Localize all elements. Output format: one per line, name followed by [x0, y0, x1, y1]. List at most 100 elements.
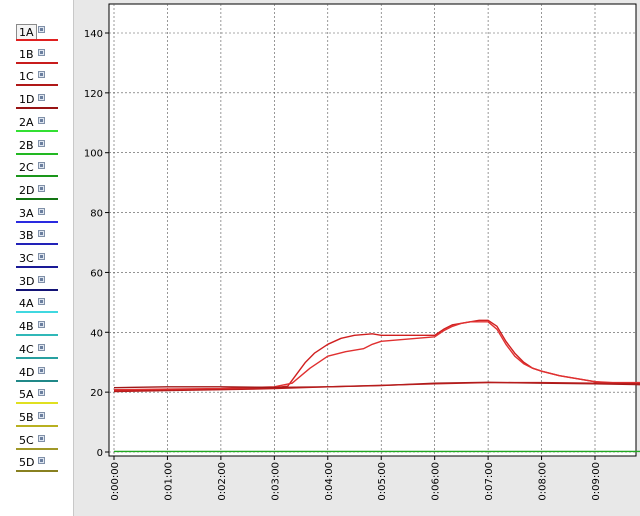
legend-color-swatch [16, 447, 58, 450]
legend-color-swatch [16, 107, 58, 110]
legend-label: 3C [19, 252, 34, 265]
legend-label: 2A [19, 115, 34, 129]
x-tick-label: 0:08:00 [538, 462, 549, 501]
legend-label: 5B [19, 410, 34, 424]
x-tick-label: 0:04:00 [324, 462, 335, 501]
legend-item-3d[interactable]: 3D [16, 272, 58, 295]
legend-color-swatch [16, 84, 58, 87]
y-tick-label: 20 [90, 388, 103, 399]
legend-color-swatch [16, 402, 58, 405]
y-tick-label: 60 [90, 268, 103, 279]
legend-toggle-icon[interactable] [38, 434, 45, 442]
legend-item-5a[interactable]: 5A [16, 385, 58, 408]
legend-toggle-icon[interactable] [38, 366, 45, 374]
legend-item-1d[interactable]: 1D [16, 90, 58, 113]
chart-area: 0 20 40 60 80 100 120 140 0:00:00 0:01:00 0:02:00 0… [74, 0, 640, 516]
legend-color-swatch [16, 129, 58, 132]
legend-color-swatch [16, 243, 58, 246]
legend-item-1c[interactable]: 1C [16, 67, 58, 90]
x-tick-label: 0:05:00 [377, 462, 388, 501]
legend-label: 1A [16, 24, 37, 41]
legend-label: 1D [19, 93, 35, 107]
x-tick-label: 0:02:00 [217, 462, 228, 501]
y-tick-label: 40 [90, 328, 103, 339]
legend-label: 3A [19, 206, 34, 220]
legend-toggle-icon[interactable] [38, 253, 45, 260]
y-tick-label: 140 [84, 29, 103, 40]
plot-area [108, 3, 637, 457]
legend-toggle-icon[interactable] [38, 321, 45, 329]
legend-color-swatch [16, 424, 58, 427]
legend-label: 3D [19, 274, 35, 288]
legend-toggle-icon[interactable] [38, 48, 45, 56]
legend-toggle-icon[interactable] [38, 275, 45, 283]
legend-label: 4B [19, 320, 34, 334]
legend-label: 3B [19, 229, 34, 243]
legend-label: 5D [19, 456, 35, 470]
legend-item-4b[interactable]: 4B [16, 317, 58, 340]
legend-toggle-icon[interactable] [38, 230, 45, 238]
legend-toggle-icon[interactable] [38, 457, 45, 465]
legend-item-5d[interactable]: 5D [16, 453, 58, 476]
legend-label: 1B [19, 47, 34, 61]
legend-toggle-icon[interactable] [38, 298, 45, 306]
legend-color-swatch [16, 379, 58, 382]
legend-label: 5C [19, 433, 34, 447]
y-tick-label: 0 [97, 448, 103, 459]
legend-item-5b[interactable]: 5B [16, 408, 58, 431]
legend-toggle-icon[interactable] [38, 389, 45, 397]
x-tick-label: 0:07:00 [484, 462, 495, 501]
legend-color-swatch [16, 311, 58, 314]
legend-label: 2B [19, 138, 34, 152]
legend-label: 4D [19, 365, 35, 379]
legend-label: 5A [19, 388, 34, 402]
legend-item-1b[interactable]: 1B [16, 45, 58, 68]
legend-item-3a[interactable]: 3A [16, 204, 58, 227]
legend-toggle-icon[interactable] [38, 207, 45, 215]
legend-toggle-icon[interactable] [38, 26, 45, 33]
legend-item-5c[interactable]: 5C [16, 431, 58, 454]
legend-color-swatch [16, 61, 58, 64]
legend-toggle-icon[interactable] [38, 162, 45, 170]
legend-color-swatch [16, 266, 58, 268]
legend-label: 4C [19, 342, 34, 356]
legend-item-4c[interactable]: 4C [16, 340, 58, 363]
legend-label: 1C [19, 70, 34, 84]
legend-item-2d[interactable]: 2D [16, 181, 58, 204]
y-tick-label: 120 [84, 89, 103, 100]
legend-toggle-icon[interactable] [38, 94, 45, 102]
legend-item-2c[interactable]: 2C [16, 158, 58, 181]
x-tick-label: 0:09:00 [591, 462, 602, 501]
y-tick-label: 80 [90, 209, 103, 220]
legend-panel: 1A 1B 1C 1D 2A 2B 2C 2D 3A 3B 3C 3D 4A 4B 4C 4D 5A 5B 5C 5D [0, 0, 74, 516]
legend-color-swatch [16, 175, 58, 178]
legend-color-swatch [16, 220, 58, 223]
legend-color-swatch [16, 356, 58, 359]
series-line-3 [113, 381, 640, 393]
x-tick-label: 0:06:00 [431, 462, 442, 501]
legend-item-3b[interactable]: 3B [16, 226, 58, 249]
legend-toggle-icon[interactable] [38, 184, 45, 192]
legend-toggle-icon[interactable] [38, 116, 45, 124]
legend-color-swatch [16, 334, 58, 337]
x-tick-label: 0:00:00 [110, 462, 121, 501]
legend-item-3c[interactable]: 3C [16, 249, 58, 272]
legend-item-2b[interactable]: 2B [16, 136, 58, 159]
legend-label: 4A [19, 297, 34, 311]
legend-label: 2D [19, 183, 35, 197]
legend-color-swatch [16, 39, 58, 41]
line-chart: 0 20 40 60 80 100 120 140 0:00:00 0:01:00 0:02:00 0… [84, 3, 640, 501]
legend-color-swatch [16, 288, 58, 291]
legend-toggle-icon[interactable] [38, 139, 45, 147]
series-line-1 [113, 321, 640, 391]
y-tick-label: 100 [84, 149, 103, 160]
legend-item-4a[interactable]: 4A [16, 294, 58, 317]
legend-toggle-icon[interactable] [38, 343, 45, 351]
legend-item-4d[interactable]: 4D [16, 363, 58, 386]
legend-item-2a[interactable]: 2A [16, 113, 58, 136]
legend-color-swatch [16, 197, 58, 200]
legend-toggle-icon[interactable] [38, 411, 45, 419]
legend-toggle-icon[interactable] [38, 71, 45, 79]
legend-label: 2C [19, 161, 34, 175]
legend-item-1a[interactable]: 1A [16, 22, 58, 45]
